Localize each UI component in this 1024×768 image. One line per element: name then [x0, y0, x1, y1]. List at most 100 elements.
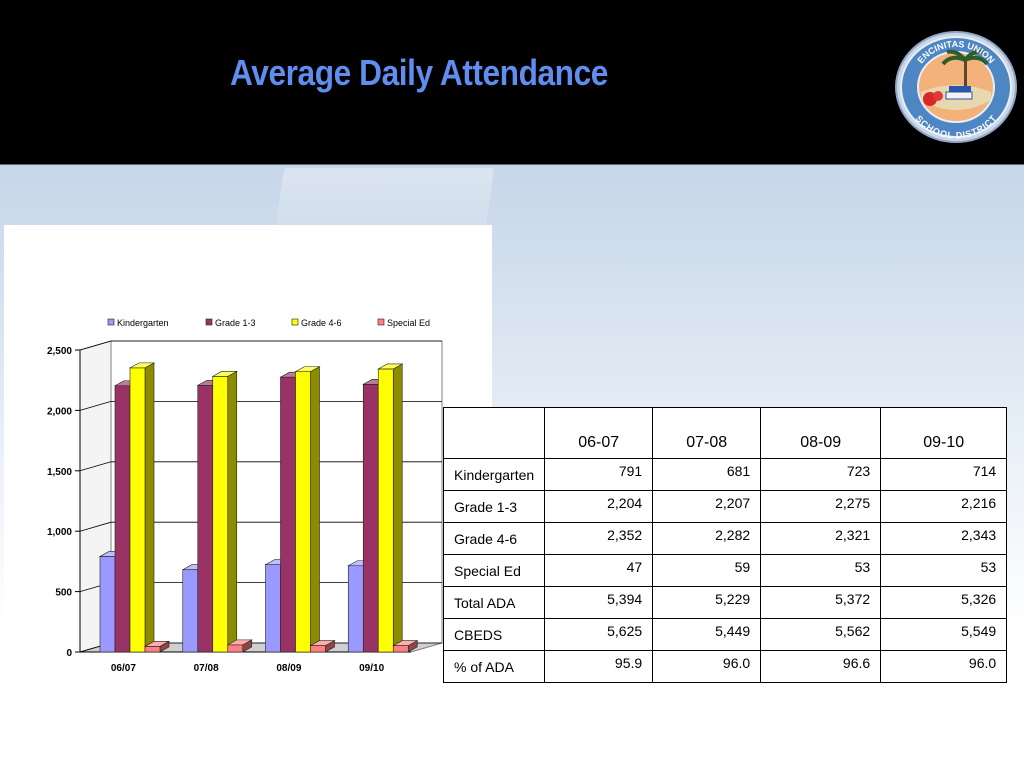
- table-header-cell: 09-10: [880, 407, 1008, 459]
- bar-special-ed-06-07: [144, 646, 161, 653]
- table-header-cell: [442, 407, 546, 459]
- legend-label-kindergarten: Kindergarten: [117, 318, 169, 328]
- bar-kindergarten-08-09: [265, 564, 281, 653]
- gridline: [79, 400, 442, 411]
- bar-grade-4-6-06-07-side: [144, 362, 155, 653]
- bar-special-ed-08-09-top: [309, 640, 336, 646]
- bar-grade-4-6-09-10-side: [392, 363, 403, 653]
- table-cell: 714: [880, 458, 1008, 491]
- gridline: [79, 340, 442, 351]
- table-cell: 95.9: [544, 650, 654, 683]
- legend-label-grade-1-3: Grade 1-3: [215, 318, 256, 328]
- table-cell: 96.6: [760, 650, 882, 683]
- bar-grade-4-6-07-08: [212, 376, 229, 653]
- table-header-row: 06-07 07-08 08-09 09-10: [442, 407, 1008, 459]
- attendance-table: 06-07 07-08 08-09 09-10 Kindergarten 791 6…: [442, 407, 1008, 683]
- bar-grade-4-6-07-08-side: [227, 370, 238, 653]
- slide-title: Average Daily Attendance: [230, 52, 608, 93]
- legend-swatch-grade-4-6: [291, 318, 299, 326]
- bar-special-ed-09-10: [392, 645, 409, 653]
- background-watermark: [275, 168, 495, 228]
- bar-kindergarten-09-10: [347, 565, 364, 653]
- bar-grade-1-3-08-09: [280, 376, 296, 653]
- bar-special-ed-08-09: [310, 645, 326, 653]
- table-header-cell: 06-07: [544, 407, 654, 459]
- table-cell: 5,326: [880, 586, 1008, 619]
- table-cell: 5,449: [652, 618, 762, 651]
- bar-grade-4-6-08-09: [295, 371, 311, 653]
- x-tick-label: 09/10: [359, 663, 384, 674]
- table-cell: 2,343: [880, 522, 1008, 555]
- table-cell: 791: [544, 458, 654, 491]
- table-row: CBEDS 5,625 5,449 5,562 5,549: [442, 618, 1008, 651]
- table-cell: 5,229: [652, 586, 762, 619]
- table-row-label: Grade 4-6: [442, 522, 546, 555]
- table-row: Total ADA 5,394 5,229 5,372 5,326: [442, 586, 1008, 619]
- y-tick-label: 0: [66, 648, 72, 659]
- table-cell: 5,549: [880, 618, 1008, 651]
- table-cell: 5,394: [544, 586, 654, 619]
- legend-swatch-special-ed: [377, 318, 385, 326]
- table-header-cell: 08-09: [760, 407, 882, 459]
- bar-grade-4-6-07-08-top: [211, 371, 238, 377]
- bar-grade-4-6-08-09-top: [294, 366, 321, 372]
- y-tick-label: 1,500: [47, 467, 72, 478]
- slide-header: Average Daily Attendance ENCINITAS UNION…: [0, 0, 1024, 165]
- bar-kindergarten-06-07: [99, 556, 116, 653]
- bar-grade-4-6-06-07-top: [128, 362, 156, 369]
- bar-grade-1-3-09-10: [362, 384, 379, 653]
- table-cell: 681: [652, 458, 762, 491]
- x-tick-label: 06/07: [111, 663, 136, 674]
- table-cell: 53: [760, 554, 882, 587]
- y-tick-label: 2,500: [47, 346, 72, 357]
- district-logo: ENCINITAS UNION SCHOOL DISTRICT: [895, 31, 1017, 143]
- table-cell: 47: [544, 554, 654, 587]
- table-row-label: CBEDS: [442, 618, 546, 651]
- table-row-label: Total ADA: [442, 586, 546, 619]
- y-tick-label: 2,000: [47, 406, 72, 417]
- legend-swatch-grade-1-3: [205, 318, 213, 326]
- table-header-cell: 07-08: [652, 407, 762, 459]
- x-tick-label: 08/09: [276, 663, 301, 674]
- table-cell: 2,321: [760, 522, 882, 555]
- table-cell: 53: [880, 554, 1008, 587]
- table-cell: 59: [652, 554, 762, 587]
- table-cell: 96.0: [652, 650, 762, 683]
- table-cell: 2,207: [652, 490, 762, 523]
- gridline: [79, 521, 442, 532]
- y-tick-label: 1,000: [47, 527, 72, 538]
- bar-special-ed-07-08-top: [226, 639, 253, 646]
- table-cell: 96.0: [880, 650, 1008, 683]
- bar-grade-4-6-06-07: [129, 367, 146, 653]
- bar-grade-4-6-08-09-side: [310, 366, 320, 653]
- table-cell: 2,352: [544, 522, 654, 555]
- table-cell: 5,562: [760, 618, 882, 651]
- bar-kindergarten-07-08: [182, 569, 199, 653]
- y-tick-label: 500: [55, 588, 72, 599]
- table-row-label: % of ADA: [442, 650, 546, 683]
- x-tick-label: 07/08: [194, 663, 219, 674]
- table-row: Kindergarten 791 681 723 714: [442, 458, 1008, 491]
- table-row-label: Grade 1-3: [442, 490, 546, 523]
- table-cell: 2,275: [760, 490, 882, 523]
- attendance-chart: 0 500 1,000 1,500 2,000 2,500 06/07 07/08 08/09 0…: [4, 225, 492, 685]
- table-cell: 2,282: [652, 522, 762, 555]
- table-row: Grade 1-3 2,204 2,207 2,275 2,216: [442, 490, 1008, 523]
- table-cell: 2,204: [544, 490, 654, 523]
- bar-special-ed-07-08: [227, 644, 244, 653]
- table-cell: 723: [760, 458, 882, 491]
- table-cell: 5,625: [544, 618, 654, 651]
- gridline: [79, 461, 442, 472]
- table-cell: 5,372: [760, 586, 882, 619]
- table-cell: 2,216: [880, 490, 1008, 523]
- table-row-label: Kindergarten: [442, 458, 546, 491]
- legend-label-grade-4-6: Grade 4-6: [301, 318, 342, 328]
- table-row: Grade 4-6 2,352 2,282 2,321 2,343: [442, 522, 1008, 555]
- bar-grade-4-6-09-10: [377, 368, 394, 653]
- table-row-label: Special Ed: [442, 554, 546, 587]
- chart-svg: 0 500 1,000 1,500 2,000 2,500 06/07 07/08 08/09 0…: [47, 318, 443, 674]
- table-row: % of ADA 95.9 96.0 96.6 96.0: [442, 650, 1008, 683]
- bar-special-ed-06-07-top: [143, 641, 171, 647]
- bar-grade-1-3-06-07: [114, 385, 131, 653]
- bar-grade-1-3-07-08: [197, 385, 214, 653]
